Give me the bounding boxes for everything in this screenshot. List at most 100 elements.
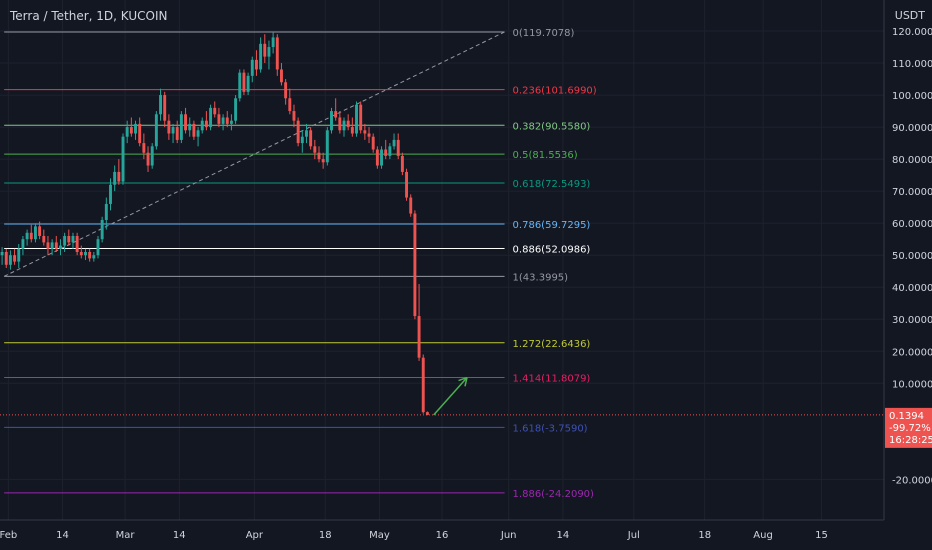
candle	[296, 120, 300, 144]
candle	[375, 149, 379, 166]
x-tick-label: 14	[56, 530, 69, 541]
trend-line[interactable]	[3, 31, 505, 277]
annotations[interactable]	[0, 376, 884, 416]
candle	[13, 255, 17, 262]
candle	[146, 152, 150, 166]
candle	[355, 104, 358, 134]
price-axis[interactable]: -20.0000 10.0000 20.0000 30.0000 40.0000 50.0…	[883, 0, 932, 550]
candle	[179, 114, 183, 140]
candle	[188, 123, 192, 131]
candle	[33, 226, 37, 240]
candle	[125, 127, 129, 137]
candle	[292, 111, 296, 121]
y-tick-label: 60.0000	[892, 219, 932, 230]
x-tick-label: Apr	[246, 530, 264, 541]
candle	[38, 226, 42, 236]
x-tick-label: 18	[698, 530, 711, 541]
y-tick-label: 110.0000	[892, 59, 932, 70]
x-tick-label: 18	[319, 530, 332, 541]
candle	[209, 107, 213, 128]
candle	[313, 146, 317, 153]
arrow-head	[464, 377, 468, 387]
candle	[342, 120, 346, 131]
candles	[0, 32, 429, 416]
y-tick-label: 100.0000	[892, 91, 932, 102]
candle	[238, 72, 242, 99]
y-tick-label: -20.0000	[892, 475, 932, 486]
y-tick-label: 20.0000	[892, 347, 932, 358]
fib-label: 1.886(-24.2090)	[513, 489, 594, 500]
candle	[175, 127, 179, 140]
candle	[229, 120, 233, 124]
candle	[396, 139, 400, 156]
x-tick-label: May	[369, 530, 390, 541]
fib-label: 0.5(81.5536)	[513, 150, 578, 161]
candle	[225, 117, 229, 124]
fib-label: 0(119.7078)	[513, 28, 575, 39]
candle	[167, 120, 171, 134]
candle	[163, 95, 167, 121]
candle	[204, 120, 208, 128]
x-tick-label: Jun	[500, 530, 517, 541]
fib-label: 0.618(72.5493)	[513, 179, 591, 190]
chart-title: Terra / Tether, 1D, KUCOIN	[10, 9, 168, 23]
x-tick-label: 15	[815, 530, 828, 541]
candle	[317, 152, 321, 160]
y-tick-label: 70.0000	[892, 187, 932, 198]
candle	[288, 98, 292, 112]
fib-label: 1(43.3995)	[513, 272, 569, 283]
candle	[213, 107, 217, 115]
fib-label: 1.618(-3.7590)	[513, 423, 588, 434]
candle	[0, 251, 4, 256]
candle	[259, 43, 263, 70]
candle	[71, 235, 75, 243]
candle	[159, 95, 162, 115]
candle	[246, 75, 250, 92]
candle	[309, 130, 313, 147]
candle	[217, 114, 221, 124]
candle	[384, 149, 388, 156]
candle	[113, 171, 117, 185]
candle	[325, 130, 329, 163]
candle	[88, 251, 92, 259]
candle	[221, 117, 225, 124]
candle	[138, 123, 142, 144]
candle	[263, 43, 267, 57]
candle	[21, 239, 25, 249]
candle	[117, 171, 121, 182]
y-tick-label: 50.0000	[892, 251, 932, 262]
x-tick-label: Feb	[0, 530, 17, 541]
candle	[425, 412, 429, 415]
time-axis[interactable]: Feb 14 Mar 14 Apr 18 May 16 Jun 14 Jul 18 Aug 15	[0, 519, 932, 550]
candle	[409, 197, 413, 214]
candle	[417, 316, 421, 358]
currency-button[interactable]: USDT	[891, 8, 928, 23]
candle	[100, 219, 104, 240]
candle	[267, 47, 271, 57]
candle	[359, 104, 363, 131]
candle	[142, 143, 146, 153]
candle	[200, 120, 204, 131]
candle	[4, 251, 8, 265]
x-tick-label: Mar	[116, 530, 136, 541]
candle	[271, 37, 275, 48]
fibonacci-levels[interactable]: 0(119.7078) 0.236(101.6990) 0.382(90.5580)…	[4, 28, 597, 500]
bar-countdown: 16:28:25	[889, 435, 932, 446]
last-price-value: 0.1394	[889, 411, 924, 422]
y-tick-label: 10.0000	[892, 379, 932, 390]
candle	[234, 98, 238, 121]
candle	[63, 235, 67, 246]
candle	[250, 59, 254, 76]
candle	[92, 255, 96, 259]
y-tick-label: 40.0000	[892, 283, 932, 294]
candle	[129, 127, 133, 134]
candle	[338, 117, 342, 131]
y-tick-label: 30.0000	[892, 315, 932, 326]
candle	[54, 242, 58, 249]
y-tick-label: 80.0000	[892, 155, 932, 166]
candle	[388, 146, 392, 156]
time-axis-bg	[0, 520, 932, 550]
price-axis-bg	[884, 0, 932, 550]
fib-label: 0.236(101.6990)	[513, 86, 597, 97]
